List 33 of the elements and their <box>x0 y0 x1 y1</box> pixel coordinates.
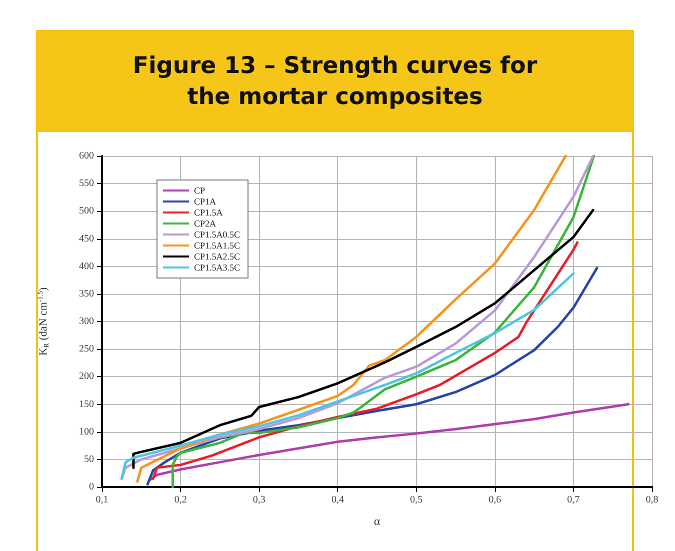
x-tick-label: 0,2 <box>174 494 187 506</box>
x-tick-label: 0,4 <box>331 494 344 506</box>
y-tick-label: 100 <box>79 426 94 438</box>
x-axis-title: α <box>374 514 381 528</box>
legend-label: CP1.5A <box>194 208 224 218</box>
y-tick-label: 50 <box>84 454 94 465</box>
y-tick-label: 350 <box>79 288 94 300</box>
y-tick-label: 400 <box>79 260 94 272</box>
x-tick-label: 0,5 <box>410 494 423 506</box>
x-tick-label: 0,8 <box>646 494 658 506</box>
x-tick-label: 0,3 <box>252 494 266 506</box>
legend-label: CP1.5A1.5C <box>194 240 240 250</box>
legend-label: CP <box>194 186 206 196</box>
y-tick-label: 250 <box>79 344 94 355</box>
legend-label: CP1.5A0.5C <box>194 230 240 240</box>
x-tick-label: 0,7 <box>567 494 580 506</box>
y-tick-label: 200 <box>79 371 94 382</box>
legend-label: CP1.5A2.5C <box>194 252 240 262</box>
legend-label: CP2A <box>194 218 217 228</box>
y-tick-label: 550 <box>79 178 94 190</box>
line-series <box>148 403 630 482</box>
y-tick-label: 300 <box>79 316 94 327</box>
y-tick-label: 0 <box>89 482 94 492</box>
legend-label: CP1A <box>194 196 217 206</box>
y-tick-label: 500 <box>79 206 94 217</box>
y-tick-label: 150 <box>79 398 94 410</box>
legend-label: CP1.5A3.5C <box>194 262 240 272</box>
x-tick-label: 0,6 <box>488 494 502 506</box>
chart-title: Figure 13 – Strength curves for the mortar composites <box>38 32 632 132</box>
line-series <box>132 208 594 469</box>
y-tick-label: 450 <box>79 233 94 244</box>
x-tick-label: 0,1 <box>96 494 108 506</box>
y-tick-label: 600 <box>79 150 94 162</box>
